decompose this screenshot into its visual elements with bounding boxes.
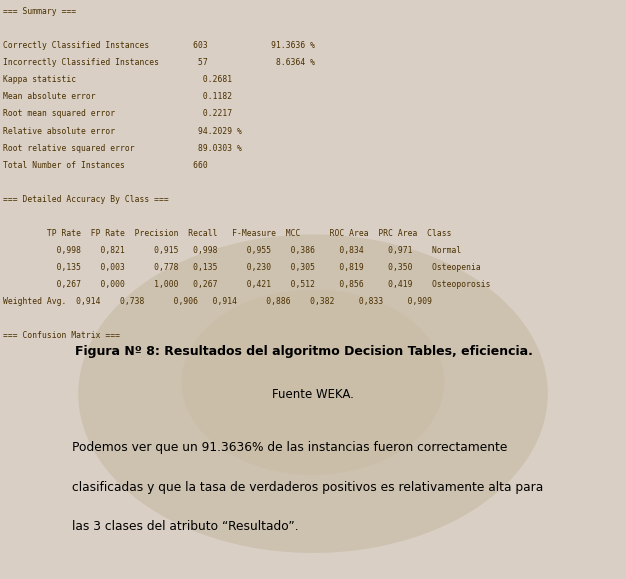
Text: TP Rate  FP Rate  Precision  Recall   F-Measure  MCC      ROC Area  PRC Area  Cl: TP Rate FP Rate Precision Recall F-Measu… <box>3 229 451 238</box>
Ellipse shape <box>182 290 444 475</box>
Text: 0,135    0,003      0,778   0,135      0,230    0,305     0,819     0,350    Ost: 0,135 0,003 0,778 0,135 0,230 0,305 0,81… <box>3 263 481 272</box>
Text: Podemos ver que un 91.3636% de las instancias fueron correctamente: Podemos ver que un 91.3636% de las insta… <box>72 441 507 454</box>
Text: Kappa statistic                          0.2681: Kappa statistic 0.2681 <box>3 75 232 85</box>
Text: Relative absolute error                 94.2029 %: Relative absolute error 94.2029 % <box>3 127 242 135</box>
Text: las 3 clases del atributo “Resultado”.: las 3 clases del atributo “Resultado”. <box>72 520 299 533</box>
Text: === Confusion Matrix ===: === Confusion Matrix === <box>3 331 120 340</box>
Text: Fuente WEKA.: Fuente WEKA. <box>272 388 354 401</box>
Text: 0,267    0,000      1,000   0,267      0,421    0,512     0,856     0,419    Ost: 0,267 0,000 1,000 0,267 0,421 0,512 0,85… <box>3 280 491 290</box>
Text: === Summary ===: === Summary === <box>3 7 76 16</box>
Text: Correctly Classified Instances         603             91.3636 %: Correctly Classified Instances 603 91.36… <box>3 41 315 50</box>
Ellipse shape <box>78 234 548 553</box>
Text: Root mean squared error                  0.2217: Root mean squared error 0.2217 <box>3 109 232 119</box>
Text: Mean absolute error                      0.1182: Mean absolute error 0.1182 <box>3 93 232 101</box>
Text: === Detailed Accuracy By Class ===: === Detailed Accuracy By Class === <box>3 195 169 204</box>
Text: 0,998    0,821      0,915   0,998      0,955    0,386     0,834     0,971    Nor: 0,998 0,821 0,915 0,998 0,955 0,386 0,83… <box>3 246 461 255</box>
Text: Root relative squared error             89.0303 %: Root relative squared error 89.0303 % <box>3 144 242 153</box>
Text: Total Number of Instances              660: Total Number of Instances 660 <box>3 160 208 170</box>
Text: Weighted Avg.  0,914    0,738      0,906   0,914      0,886    0,382     0,833  : Weighted Avg. 0,914 0,738 0,906 0,914 0,… <box>3 298 432 306</box>
Text: Figura Nº 8: Resultados del algoritmo Decision Tables, eficiencia.: Figura Nº 8: Resultados del algoritmo De… <box>75 345 533 357</box>
Text: clasificadas y que la tasa de verdaderos positivos es relativamente alta para: clasificadas y que la tasa de verdaderos… <box>72 481 543 493</box>
Text: Incorrectly Classified Instances        57              8.6364 %: Incorrectly Classified Instances 57 8.63… <box>3 58 315 67</box>
